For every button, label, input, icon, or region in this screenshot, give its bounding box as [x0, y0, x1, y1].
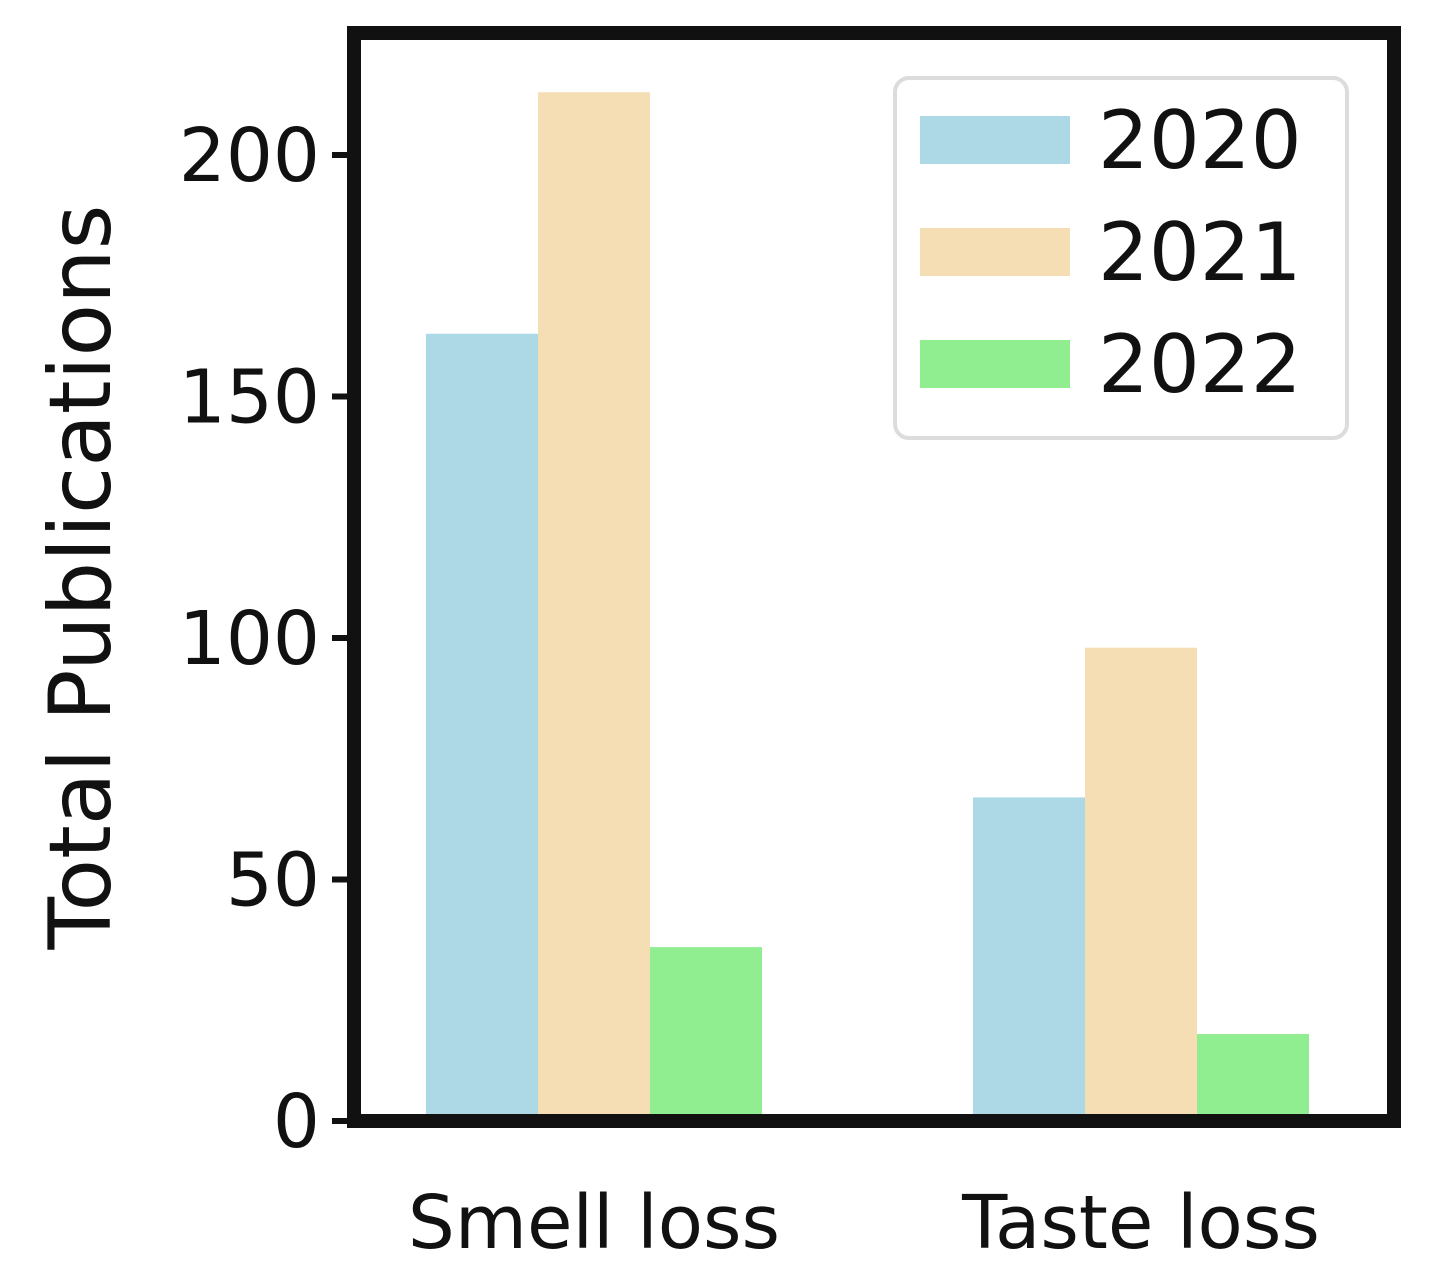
bars-layer	[426, 92, 1309, 1122]
x-tick-label: Smell loss	[408, 1180, 780, 1266]
legend: 2020 2021 2022	[893, 76, 1349, 440]
legend-label-2021: 2021	[1098, 206, 1302, 299]
plot-frame	[347, 26, 1401, 1128]
legend-label-2022: 2022	[1098, 318, 1302, 411]
y-tick-label: 200	[179, 113, 320, 199]
bar-taste-loss-2021	[1085, 647, 1197, 1121]
y-tick-label: 150	[179, 355, 320, 441]
bar-smell-loss-2021	[538, 92, 650, 1122]
y-tick-label: 100	[179, 596, 320, 682]
legend-swatch-2021	[920, 228, 1070, 276]
y-axis: 0 50 100 150 200	[179, 113, 354, 1165]
bar-taste-loss-2022	[1197, 1034, 1309, 1121]
legend-swatch-2022	[920, 340, 1070, 388]
bar-smell-loss-2020	[426, 333, 538, 1122]
bar-taste-loss-2020	[973, 797, 1085, 1121]
legend-items: 2020 2021 2022	[920, 94, 1302, 411]
y-tick-label: 50	[226, 838, 320, 924]
x-tick-label: Taste loss	[961, 1180, 1320, 1266]
legend-swatch-2020	[920, 116, 1070, 164]
legend-label-2020: 2020	[1098, 94, 1302, 187]
y-tick-label: 0	[273, 1079, 320, 1165]
y-axis-label: Total Publications	[31, 205, 131, 951]
x-axis: Smell loss Taste loss	[408, 1180, 1320, 1266]
bar-smell-loss-2022	[650, 947, 762, 1121]
